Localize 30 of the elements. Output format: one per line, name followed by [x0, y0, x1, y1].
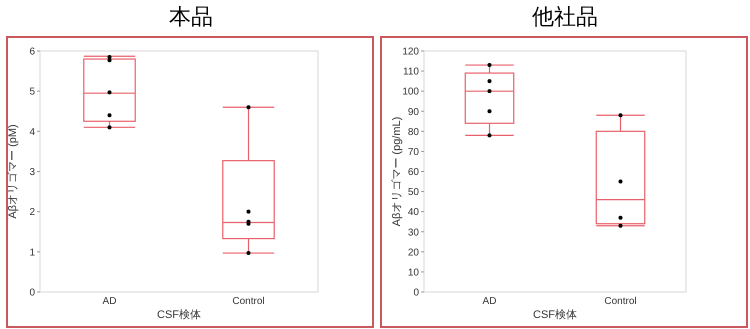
y-tick-label: 20: [408, 247, 420, 258]
y-tick-label: 1: [29, 247, 36, 258]
chart-title: 本品: [168, 3, 214, 31]
y-axis-title: Aβオリゴマー (pg/mL): [391, 116, 403, 226]
y-tick-label: 80: [408, 126, 420, 138]
y-tick-label: 40: [408, 207, 420, 218]
y-tick-label: 90: [408, 106, 420, 118]
x-tick-label: Control: [604, 296, 637, 307]
y-tick-label: 110: [403, 66, 420, 78]
x-tick-label: AD: [482, 296, 496, 307]
x-axis-title: CSF検体: [533, 309, 577, 321]
y-tick-label: 70: [408, 146, 420, 158]
y-tick-label: 30: [408, 227, 420, 238]
y-tick-label: 0: [413, 288, 420, 298]
chart-title: 他社品: [531, 3, 599, 31]
x-tick-label: AD: [102, 296, 116, 307]
y-tick-label: 60: [408, 167, 420, 178]
y-tick-label: 50: [408, 187, 420, 198]
y-tick-label: 6: [29, 46, 36, 58]
y-tick-label: 120: [402, 46, 420, 58]
y-tick-label: 100: [402, 86, 420, 98]
y-tick-label: 2: [29, 207, 36, 218]
x-axis-title: CSF検体: [157, 309, 201, 321]
x-tick-label: Control: [232, 296, 265, 307]
y-axis-title: Aβオリゴマー (pM): [7, 124, 19, 219]
y-tick-label: 10: [408, 267, 420, 278]
y-tick-label: 0: [29, 288, 36, 298]
y-tick-label: 3: [29, 167, 36, 178]
y-tick-label: 5: [29, 86, 36, 98]
y-tick-label: 4: [29, 126, 36, 138]
